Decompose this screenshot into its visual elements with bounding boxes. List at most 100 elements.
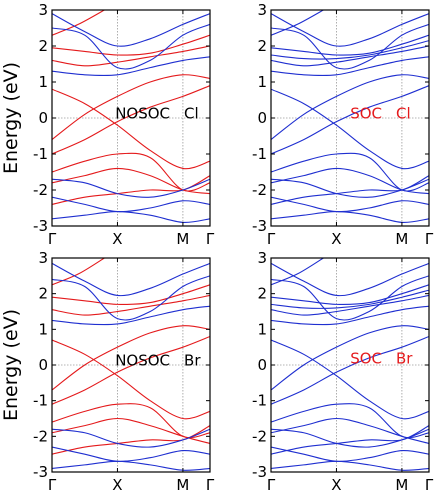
y-tick-label: -1: [252, 145, 267, 163]
panel-label-method: NOSOC: [115, 105, 170, 123]
kpoint-label: M: [176, 230, 189, 248]
band-line: [271, 289, 429, 309]
band-line: [271, 152, 429, 192]
kpoint-label: X: [331, 476, 341, 494]
y-tick-label: 2: [257, 285, 267, 303]
y-tick-label: 3: [38, 249, 48, 267]
band-line: [52, 196, 210, 213]
band-line: [271, 10, 324, 36]
band-line: [271, 258, 324, 286]
kpoint-label: M: [176, 476, 189, 494]
band-line: [271, 460, 429, 471]
band-line: [271, 196, 429, 213]
y-tick-label: 0: [257, 109, 267, 127]
kpoint-label: Γ: [206, 230, 215, 248]
band-line: [52, 262, 210, 297]
band-line: [52, 339, 210, 420]
kpoint-label: X: [331, 230, 341, 248]
y-tick-label: -1: [33, 145, 48, 163]
y-tick-label: -1: [33, 392, 48, 410]
kpoint-label: Γ: [48, 476, 57, 494]
band-line: [52, 13, 210, 47]
kpoint-label: Γ: [267, 476, 276, 494]
kpoint-label: Γ: [425, 230, 434, 248]
kpoint-label: X: [112, 230, 122, 248]
y-tick-label: -3: [252, 217, 267, 235]
band-line: [271, 85, 429, 155]
y-tick-label: 2: [257, 37, 267, 55]
band-line: [52, 446, 210, 462]
kpoint-label: M: [395, 230, 408, 248]
band-line: [52, 178, 210, 198]
band-line: [52, 275, 210, 321]
y-tick-label: -2: [33, 181, 48, 199]
kpoint-label: Γ: [267, 230, 276, 248]
panel-label-method: SOC: [350, 105, 382, 123]
band-line: [271, 294, 429, 316]
band-line: [271, 339, 429, 420]
band-line: [271, 428, 429, 448]
band-line: [271, 23, 429, 70]
bands: [271, 258, 429, 471]
y-tick-label: 0: [38, 356, 48, 374]
band-line: [52, 88, 210, 170]
kpoint-label: Γ: [206, 476, 215, 494]
band-line: [271, 335, 429, 405]
bands: [52, 258, 210, 471]
band-line: [52, 211, 210, 223]
band-line: [52, 335, 210, 405]
panel-label: SOC Cl: [350, 105, 410, 123]
band-line: [52, 305, 210, 326]
band-line: [271, 74, 429, 141]
band-line: [52, 175, 210, 205]
kpoint-label: M: [395, 476, 408, 494]
panel-label-element: Cl: [184, 105, 199, 123]
band-line: [52, 45, 210, 67]
bands: [271, 10, 429, 223]
band-line: [271, 425, 429, 455]
band-line: [52, 294, 210, 316]
kpoint-label: X: [112, 476, 122, 494]
band-line: [271, 305, 429, 326]
y-tick-label: 0: [257, 356, 267, 374]
band-line: [271, 167, 429, 195]
band-line: [52, 85, 210, 155]
band-line: [271, 56, 429, 77]
y-tick-label: -3: [33, 463, 48, 481]
band-line: [52, 152, 210, 192]
band-line: [271, 262, 429, 297]
panel-label-method: SOC: [350, 350, 382, 368]
band-line: [271, 211, 429, 223]
band-line: [52, 23, 210, 70]
band-line: [52, 425, 210, 455]
y-tick-label: 2: [38, 285, 48, 303]
y-tick-label: 2: [38, 37, 48, 55]
y-tick-label: 3: [257, 249, 267, 267]
y-tick-label: 1: [38, 73, 48, 91]
y-tick-label: 3: [38, 1, 48, 19]
band-line: [271, 175, 429, 205]
band-line: [271, 34, 429, 56]
band-line: [52, 460, 210, 471]
y-tick-label: -2: [33, 427, 48, 445]
y-axis-title: Energy (eV): [0, 62, 22, 174]
panel-label-element: Cl: [396, 105, 411, 123]
band-line: [52, 34, 210, 56]
panel-label-element: Br: [396, 350, 413, 368]
band-line: [52, 74, 210, 141]
y-tick-label: -3: [33, 217, 48, 235]
band-line: [52, 325, 210, 391]
y-tick-label: 0: [38, 109, 48, 127]
band-line: [52, 428, 210, 448]
band-line: [52, 167, 210, 195]
band-line: [52, 56, 210, 77]
bands: [52, 10, 210, 223]
band-line: [271, 275, 429, 321]
panel-label: SOC Br: [350, 350, 413, 368]
band-line: [52, 10, 105, 36]
